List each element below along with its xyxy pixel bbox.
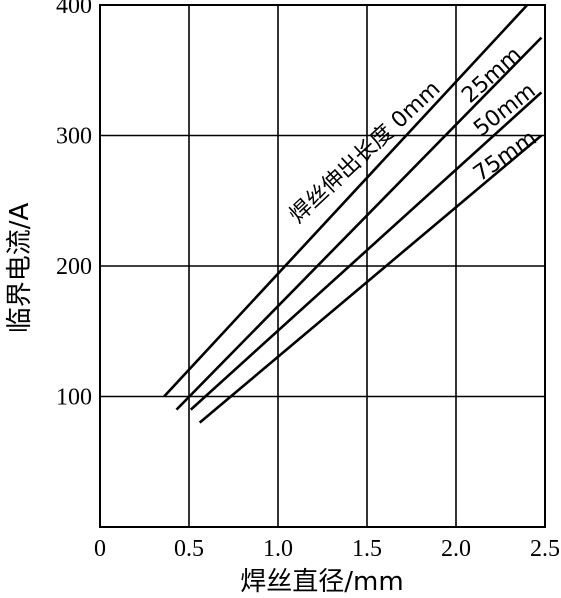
- x-axis-label: 焊丝直径/mm: [240, 567, 403, 597]
- grid: [99, 4, 546, 528]
- series-line-0: [163, 4, 529, 398]
- y-axis-label: 临界电流/A: [5, 203, 35, 334]
- series-lines: [163, 4, 543, 424]
- series-line-1: [175, 36, 543, 411]
- y-tick-label: 200: [56, 254, 92, 280]
- x-tick-label: 0: [94, 536, 106, 562]
- y-tick-label: 400: [56, 0, 92, 19]
- plot-frame: [99, 4, 546, 528]
- series-label-0: 焊丝伸出长度 0mm: [285, 77, 445, 229]
- x-tick-label: 2.5: [530, 536, 560, 562]
- tick-labels: 0 0.5 1.0 1.5 2.0 2.5 100 200 300 400: [56, 0, 560, 562]
- series-line-3: [198, 134, 543, 424]
- x-tick-label: 1.0: [263, 536, 293, 562]
- series-line-2: [189, 91, 543, 411]
- x-tick-label: 1.5: [352, 536, 382, 562]
- y-tick-label: 300: [56, 124, 92, 150]
- x-tick-label: 2.0: [441, 536, 471, 562]
- x-tick-label: 0.5: [174, 536, 204, 562]
- y-tick-label: 100: [56, 385, 92, 411]
